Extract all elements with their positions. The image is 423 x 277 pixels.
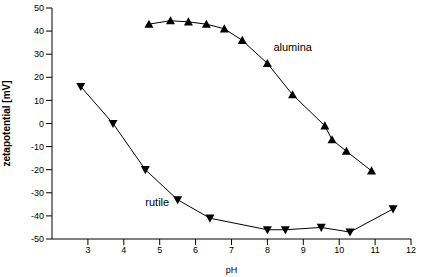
- svg-text:10: 10: [334, 245, 344, 255]
- svg-text:50: 50: [34, 3, 44, 13]
- svg-text:8: 8: [265, 245, 270, 255]
- svg-text:5: 5: [157, 245, 162, 255]
- svg-text:3: 3: [85, 245, 90, 255]
- svg-text:0: 0: [39, 119, 44, 129]
- svg-text:12: 12: [406, 245, 415, 255]
- svg-text:20: 20: [34, 72, 44, 82]
- svg-text:-10: -10: [31, 142, 44, 152]
- svg-text:-50: -50: [31, 234, 44, 244]
- svg-text:zetapotential [mV]: zetapotential [mV]: [8, 80, 12, 166]
- svg-text:30: 30: [34, 49, 44, 59]
- svg-text:rutile: rutile: [145, 196, 169, 208]
- svg-text:alumina: alumina: [273, 41, 312, 53]
- svg-text:-40: -40: [31, 211, 44, 221]
- svg-text:40: 40: [34, 26, 44, 36]
- svg-text:9: 9: [301, 245, 306, 255]
- svg-text:-20: -20: [31, 165, 44, 175]
- svg-text:pH: pH: [226, 265, 238, 275]
- svg-text:-30: -30: [31, 188, 44, 198]
- svg-text:6: 6: [193, 245, 198, 255]
- svg-text:4: 4: [121, 245, 126, 255]
- svg-text:11: 11: [370, 245, 379, 255]
- svg-text:7: 7: [229, 245, 234, 255]
- svg-text:10: 10: [34, 96, 44, 106]
